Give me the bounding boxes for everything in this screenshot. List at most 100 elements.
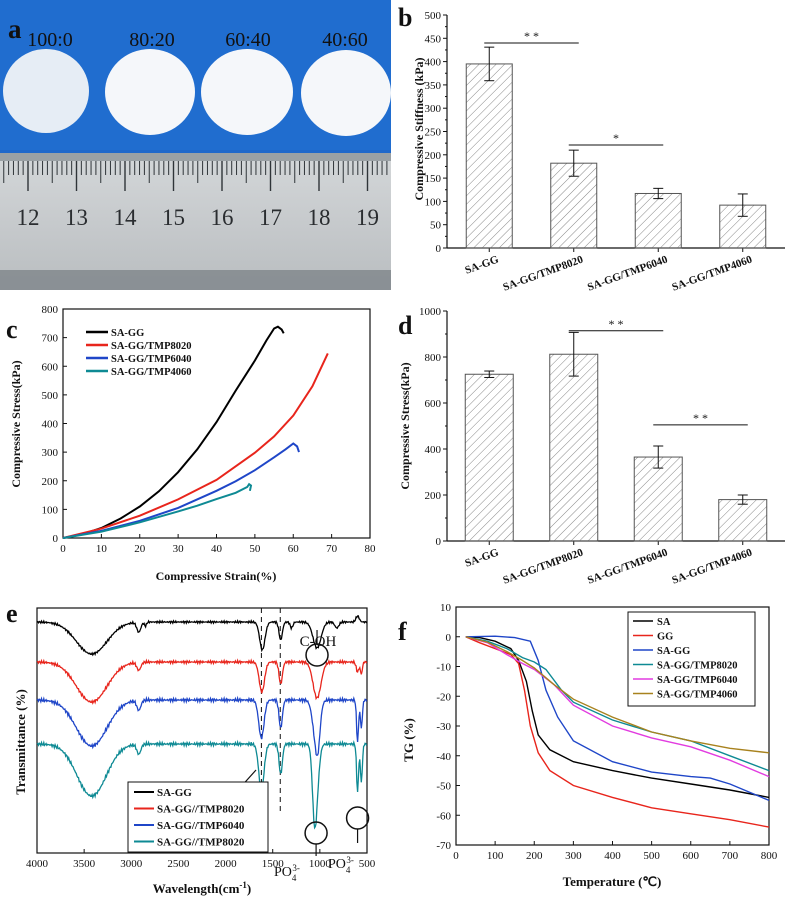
x-tick-label: 20 [134, 543, 146, 555]
c-xlabel: Compressive Strain(%) [156, 569, 277, 583]
ruler-number: 13 [65, 205, 88, 230]
x-tick-label: 200 [526, 850, 543, 862]
series-line [465, 636, 770, 754]
series-line [36, 739, 368, 830]
y-tick-label: 600 [42, 361, 59, 373]
y-tick-label: 100 [42, 504, 59, 516]
y-tick-label: 100 [425, 196, 442, 208]
y-tick-label: 400 [42, 419, 59, 431]
legend-label: SA-GG/TMP4060 [111, 367, 192, 378]
legend-label: SA-GG [657, 646, 690, 657]
y-tick-label: 1000 [419, 306, 442, 318]
category-label: SA-GG [463, 253, 500, 276]
ruler-number: 16 [211, 205, 234, 230]
legend-label: SA-GG//TMP6040 [157, 820, 245, 832]
ruler: 12 13 14 15 16 17 18 19 [0, 153, 391, 290]
y-tick-label: -30 [436, 721, 451, 733]
e-ylabel: Transmittance (%) [13, 689, 28, 795]
y-tick-label: 150 [425, 173, 442, 185]
y-tick-label: 10 [440, 602, 452, 614]
bar [550, 162, 598, 249]
legend-box [627, 611, 756, 707]
legend-label: SA [657, 617, 671, 628]
x-tick-label: 4000 [26, 858, 49, 870]
y-tick-label: 300 [425, 103, 442, 115]
y-tick-label: -50 [436, 781, 451, 793]
bar [633, 456, 683, 542]
category-label: SA-GG/TMP4060 [670, 546, 754, 586]
ratio-labels: 100:0 80:20 60:40 40:60 [27, 29, 368, 51]
category-label: SA-GG/TMP8020 [501, 546, 585, 586]
x-tick-label: 50 [249, 543, 261, 555]
y-tick-label: 500 [425, 10, 442, 22]
e-legend: SA-GG SA-GG//TMP8020 SA-GG//TMP6040 SA-GG//… [127, 781, 269, 853]
hydrogel-sample-4 [301, 50, 391, 136]
x-tick-label: 2000 [215, 858, 238, 870]
po4-base: PO [274, 865, 292, 880]
y-tick-label: 200 [42, 476, 59, 488]
y-tick-label: 450 [425, 33, 442, 45]
x-tick-label: 100 [487, 850, 504, 862]
legend-label: SA-GG/TMP6040 [657, 675, 738, 686]
bar [464, 373, 514, 542]
ruler-number: 15 [162, 205, 185, 230]
po4-annotation: PO43- [274, 863, 300, 883]
x-tick-label: 500 [643, 850, 660, 862]
hydrogel-sample-1 [3, 49, 89, 133]
series-line [62, 325, 285, 539]
x-tick-label: 800 [761, 850, 778, 862]
category-label: SA-GG/TMP6040 [586, 546, 670, 586]
x-tick-label: 500 [359, 858, 376, 870]
ruler-number: 19 [356, 205, 379, 230]
legend-label: SA-GG/TMP6040 [111, 354, 192, 365]
ratio-label: 40:60 [322, 29, 368, 51]
c-legend: SA-GG SA-GG/TMP8020 SA-GG/TMP6040 SA-GG/TMP… [86, 328, 192, 378]
y-tick-label: 0 [436, 536, 442, 548]
significance-label: * * [609, 317, 624, 331]
panel-e-ftir-chart: e Transmittance (%) 4000 3500 3000 2500 2000… [6, 599, 376, 896]
ratio-label: 100:0 [27, 29, 73, 51]
d-ylabel: Compressive Stress(kPa) [398, 362, 412, 489]
x-tick-label: 600 [683, 850, 700, 862]
e-xlabel: Wavelength(cm-1) [153, 880, 252, 896]
legend-label: SA-GG [111, 328, 144, 339]
y-tick-label: 400 [425, 444, 442, 456]
ruler-number: 17 [259, 205, 282, 230]
legend-box [127, 781, 269, 853]
legend-label: SA-GG//TMP8020 [157, 804, 245, 816]
y-tick-label: 350 [425, 80, 442, 92]
x-tick-label: 40 [211, 543, 223, 555]
x-tick-label: 3000 [120, 858, 143, 870]
x-tick-label: 30 [173, 543, 185, 555]
x-tick-label: 80 [365, 543, 377, 555]
panel-c-stress-strain-chart: c Compressive Stress(kPa) 0 10 20 30 40 50 60 7… [6, 304, 376, 583]
x-tick-label: 10 [96, 543, 108, 555]
legend-label: GG [657, 632, 673, 643]
y-tick-label: 800 [425, 352, 442, 364]
panel-label-a: a [8, 14, 22, 44]
x-tick-label: 700 [722, 850, 739, 862]
panel-d-stress-bar-chart: d Compressive Stress(kPa) 0 200 400 600 800 1… [398, 306, 785, 587]
series-line [36, 615, 368, 657]
legend-label: SA-GG/TMP4060 [657, 690, 738, 701]
y-tick-label: 0 [446, 632, 452, 644]
y-tick-label: 800 [42, 304, 59, 316]
x-tick-label: 1500 [262, 858, 285, 870]
series-line [62, 482, 253, 539]
panel-label-f: f [398, 617, 407, 646]
y-tick-label: 50 [430, 220, 442, 232]
x-tick-label: 0 [453, 850, 459, 862]
y-tick-label: 200 [425, 490, 442, 502]
panel-f-tga-chart: f TG (%) 0 100 200 300 400 500 600 700 800100-10… [398, 602, 778, 889]
series-line [465, 636, 770, 778]
ruler-number: 14 [114, 205, 138, 230]
ratio-label: 80:20 [129, 29, 175, 51]
series-line [36, 658, 368, 705]
y-tick-label: 700 [42, 333, 59, 345]
y-tick-label: 0 [53, 533, 59, 545]
significance-label: * [613, 131, 619, 145]
y-tick-label: 0 [436, 243, 442, 255]
y-tick-label: 500 [42, 390, 59, 402]
panel-a-photo: a 100:0 80:20 60:40 40:60 12 13 14 15 16 17 18 19 [0, 0, 391, 290]
